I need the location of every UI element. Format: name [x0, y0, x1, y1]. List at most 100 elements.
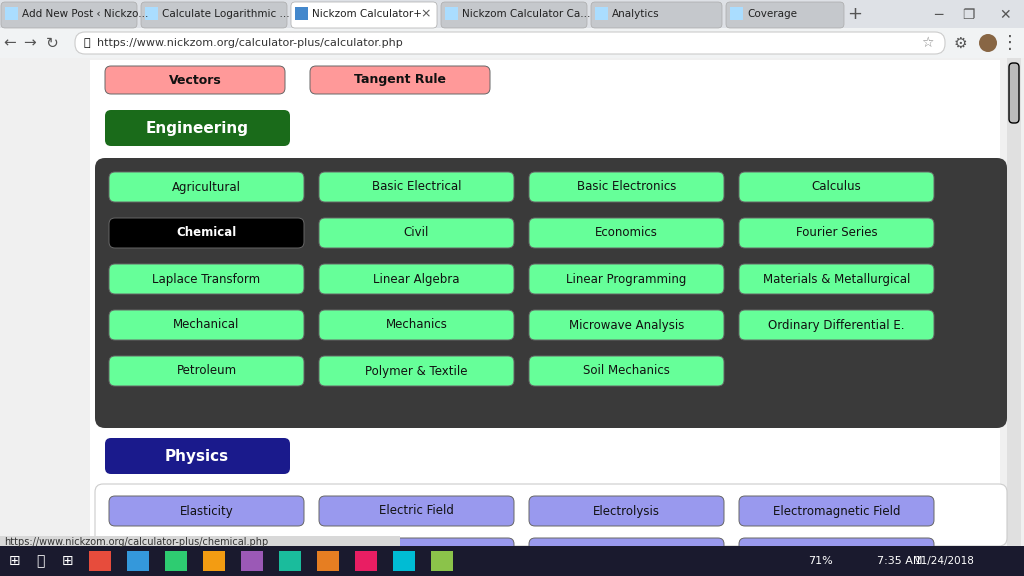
Text: Ordinary Differential E.: Ordinary Differential E. — [768, 319, 905, 332]
Bar — [0, 0, 1024, 28]
Text: Elasticity: Elasticity — [179, 505, 233, 517]
FancyBboxPatch shape — [310, 66, 490, 94]
Bar — [0, 546, 1024, 576]
Text: 7:35 AM: 7:35 AM — [878, 556, 923, 566]
FancyBboxPatch shape — [319, 310, 514, 340]
Text: ×: × — [421, 7, 431, 21]
FancyBboxPatch shape — [75, 32, 945, 54]
FancyBboxPatch shape — [319, 218, 514, 248]
Text: Gas Laws: Gas Laws — [599, 547, 654, 559]
Text: ⊞: ⊞ — [9, 554, 20, 568]
Text: Calculate Logarithmic ...: Calculate Logarithmic ... — [162, 9, 290, 19]
Bar — [0, 28, 1024, 58]
Text: Economics: Economics — [595, 226, 658, 240]
Bar — [165, 551, 187, 571]
Text: Fourier Series: Fourier Series — [796, 226, 878, 240]
Text: Equilibrium: Equilibrium — [383, 547, 451, 559]
Text: Nickzom Calculator+: Nickzom Calculator+ — [312, 9, 422, 19]
Text: Materials & Metallurgical: Materials & Metallurgical — [763, 272, 910, 286]
Text: ⚙: ⚙ — [953, 36, 967, 51]
FancyBboxPatch shape — [529, 264, 724, 294]
FancyBboxPatch shape — [109, 496, 304, 526]
Text: Vectors: Vectors — [169, 74, 221, 86]
Text: Agricultural: Agricultural — [172, 180, 241, 194]
Text: ☆: ☆ — [921, 36, 933, 50]
Text: Mechanical: Mechanical — [173, 319, 240, 332]
FancyBboxPatch shape — [109, 538, 304, 568]
Text: ↻: ↻ — [46, 36, 58, 51]
Text: Linear Programming: Linear Programming — [566, 272, 687, 286]
FancyBboxPatch shape — [726, 2, 844, 28]
FancyBboxPatch shape — [291, 2, 437, 28]
Text: Energy Quantization: Energy Quantization — [146, 547, 267, 559]
Text: Mechanics: Mechanics — [386, 319, 447, 332]
FancyBboxPatch shape — [109, 310, 304, 340]
Bar — [295, 7, 308, 20]
FancyBboxPatch shape — [319, 172, 514, 202]
Text: Analytics: Analytics — [612, 9, 659, 19]
Bar — [730, 7, 743, 20]
FancyBboxPatch shape — [105, 110, 290, 146]
Bar — [445, 7, 458, 20]
Text: 🔒: 🔒 — [84, 38, 90, 48]
FancyBboxPatch shape — [95, 158, 1007, 428]
FancyBboxPatch shape — [319, 496, 514, 526]
FancyBboxPatch shape — [739, 310, 934, 340]
FancyBboxPatch shape — [739, 264, 934, 294]
Text: ⊞: ⊞ — [62, 554, 74, 568]
Bar — [1007, 58, 1021, 546]
Text: Electromagnetic Field: Electromagnetic Field — [773, 505, 900, 517]
Text: Physics: Physics — [165, 449, 229, 464]
Text: Electric Field: Electric Field — [379, 505, 454, 517]
Bar — [145, 7, 158, 20]
FancyBboxPatch shape — [529, 356, 724, 386]
FancyBboxPatch shape — [529, 218, 724, 248]
FancyBboxPatch shape — [141, 2, 287, 28]
Text: Microwave Analysis: Microwave Analysis — [568, 319, 684, 332]
Text: Petroleum: Petroleum — [176, 365, 237, 377]
Circle shape — [979, 34, 997, 52]
Bar — [0, 536, 400, 548]
Text: Civil: Civil — [403, 226, 429, 240]
Bar — [241, 551, 263, 571]
Text: Coverage: Coverage — [746, 9, 797, 19]
FancyBboxPatch shape — [109, 218, 304, 248]
Bar — [0, 58, 1024, 576]
FancyBboxPatch shape — [441, 2, 587, 28]
FancyBboxPatch shape — [739, 218, 934, 248]
Text: Calculus: Calculus — [812, 180, 861, 194]
FancyBboxPatch shape — [529, 538, 724, 568]
Text: Laplace Transform: Laplace Transform — [153, 272, 260, 286]
Text: Add New Post ‹ Nickzo...: Add New Post ‹ Nickzo... — [22, 9, 148, 19]
Text: ←: ← — [4, 36, 16, 51]
Text: Nickzom Calculator Ca...: Nickzom Calculator Ca... — [462, 9, 591, 19]
FancyBboxPatch shape — [105, 438, 290, 474]
Bar — [595, 7, 608, 20]
Text: Electrolysis: Electrolysis — [593, 505, 660, 517]
Bar — [203, 551, 225, 571]
FancyBboxPatch shape — [319, 356, 514, 386]
Bar — [5, 7, 18, 20]
FancyBboxPatch shape — [591, 2, 722, 28]
FancyBboxPatch shape — [105, 66, 285, 94]
Bar — [355, 551, 377, 571]
FancyBboxPatch shape — [739, 496, 934, 526]
Text: Basic Electrical: Basic Electrical — [372, 180, 461, 194]
Bar — [89, 551, 111, 571]
Bar — [127, 551, 150, 571]
FancyBboxPatch shape — [739, 172, 934, 202]
Text: 🔍: 🔍 — [36, 554, 44, 568]
Bar — [90, 60, 1000, 546]
Text: https://www.nickzom.org/calculator-plus/chemical.php: https://www.nickzom.org/calculator-plus/… — [4, 537, 268, 547]
Text: ─: ─ — [934, 8, 942, 22]
Bar — [317, 551, 339, 571]
Text: →: → — [24, 36, 37, 51]
FancyBboxPatch shape — [319, 264, 514, 294]
Text: +: + — [848, 5, 862, 23]
Text: Engineering: Engineering — [145, 120, 249, 135]
FancyBboxPatch shape — [529, 172, 724, 202]
FancyBboxPatch shape — [529, 310, 724, 340]
FancyBboxPatch shape — [95, 484, 1007, 546]
FancyBboxPatch shape — [739, 538, 934, 568]
Text: Basic Electronics: Basic Electronics — [577, 180, 676, 194]
